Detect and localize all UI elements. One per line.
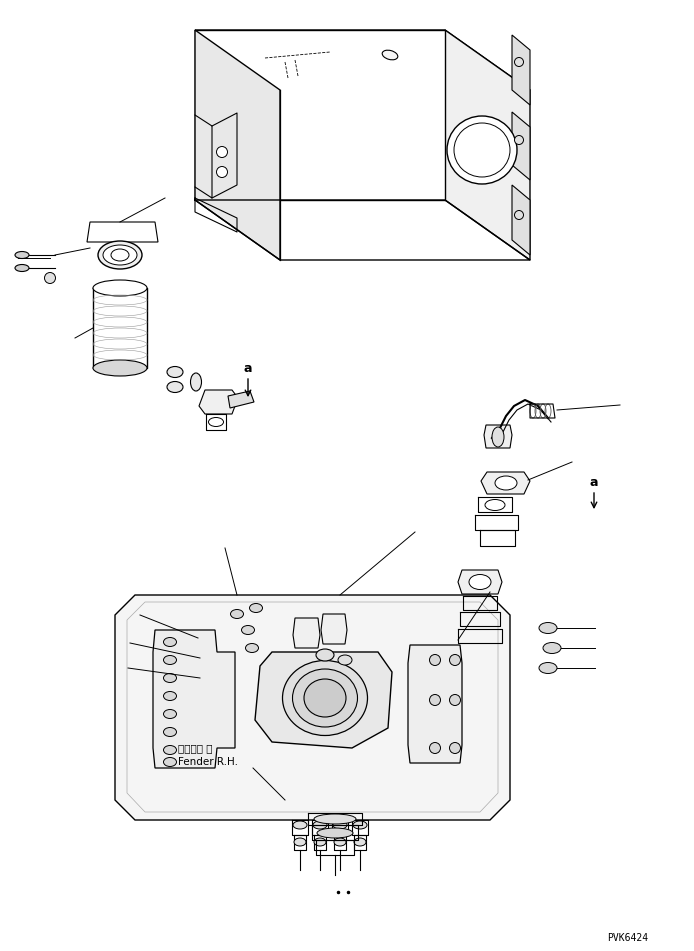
- Text: a: a: [244, 361, 252, 375]
- Polygon shape: [321, 614, 347, 644]
- Polygon shape: [115, 595, 510, 820]
- Ellipse shape: [313, 821, 327, 829]
- Polygon shape: [512, 35, 530, 105]
- Polygon shape: [228, 391, 254, 408]
- Ellipse shape: [382, 50, 398, 60]
- Ellipse shape: [495, 476, 517, 490]
- Ellipse shape: [485, 499, 505, 511]
- Ellipse shape: [164, 746, 176, 754]
- Ellipse shape: [492, 427, 504, 447]
- Ellipse shape: [164, 758, 176, 767]
- Polygon shape: [458, 570, 502, 594]
- Ellipse shape: [316, 649, 334, 661]
- Ellipse shape: [293, 821, 307, 829]
- Text: Fender R.H.: Fender R.H.: [178, 757, 238, 767]
- Polygon shape: [445, 30, 530, 260]
- Ellipse shape: [454, 123, 510, 177]
- Ellipse shape: [469, 574, 491, 590]
- Ellipse shape: [15, 264, 29, 271]
- Ellipse shape: [217, 166, 228, 178]
- Ellipse shape: [93, 280, 147, 296]
- Ellipse shape: [44, 273, 56, 283]
- Ellipse shape: [217, 146, 228, 158]
- Ellipse shape: [164, 709, 176, 719]
- Ellipse shape: [294, 838, 306, 846]
- Ellipse shape: [514, 135, 523, 145]
- Text: フェンダ 右: フェンダ 右: [178, 743, 212, 753]
- Ellipse shape: [338, 655, 352, 665]
- Polygon shape: [195, 30, 280, 260]
- Ellipse shape: [334, 838, 346, 846]
- Ellipse shape: [15, 251, 29, 259]
- Ellipse shape: [167, 381, 183, 393]
- Ellipse shape: [208, 417, 223, 426]
- Ellipse shape: [514, 57, 523, 67]
- Ellipse shape: [317, 828, 353, 838]
- Ellipse shape: [539, 663, 557, 673]
- Ellipse shape: [314, 838, 326, 846]
- Polygon shape: [484, 425, 512, 448]
- Polygon shape: [195, 30, 530, 90]
- Ellipse shape: [450, 694, 461, 706]
- Ellipse shape: [539, 623, 557, 633]
- Ellipse shape: [190, 373, 201, 391]
- Polygon shape: [512, 185, 530, 255]
- Ellipse shape: [246, 644, 258, 652]
- Ellipse shape: [450, 654, 461, 666]
- Ellipse shape: [543, 643, 561, 653]
- Polygon shape: [87, 222, 158, 242]
- Ellipse shape: [164, 728, 176, 736]
- Ellipse shape: [103, 245, 137, 265]
- Polygon shape: [153, 630, 235, 768]
- Ellipse shape: [292, 669, 357, 727]
- Ellipse shape: [354, 838, 366, 846]
- Polygon shape: [293, 618, 320, 648]
- Polygon shape: [512, 112, 530, 180]
- Ellipse shape: [230, 610, 244, 618]
- Ellipse shape: [167, 366, 183, 378]
- Ellipse shape: [430, 743, 441, 753]
- Ellipse shape: [514, 210, 523, 220]
- Ellipse shape: [430, 694, 441, 706]
- Polygon shape: [481, 472, 530, 494]
- Ellipse shape: [314, 814, 356, 824]
- Ellipse shape: [164, 637, 176, 647]
- Polygon shape: [195, 30, 445, 200]
- Polygon shape: [199, 390, 238, 414]
- Ellipse shape: [353, 821, 367, 829]
- Ellipse shape: [250, 604, 262, 612]
- Ellipse shape: [164, 691, 176, 701]
- Ellipse shape: [282, 661, 368, 735]
- Ellipse shape: [304, 679, 346, 717]
- Polygon shape: [408, 645, 462, 763]
- Ellipse shape: [164, 673, 176, 683]
- Ellipse shape: [242, 626, 255, 634]
- Ellipse shape: [450, 743, 461, 753]
- Ellipse shape: [430, 654, 441, 666]
- Text: a: a: [590, 476, 598, 490]
- Ellipse shape: [333, 821, 347, 829]
- Ellipse shape: [447, 116, 517, 184]
- Ellipse shape: [98, 241, 142, 269]
- Ellipse shape: [111, 249, 129, 261]
- Ellipse shape: [93, 360, 147, 376]
- Text: PVK6424: PVK6424: [607, 933, 648, 943]
- Ellipse shape: [164, 655, 176, 665]
- Polygon shape: [255, 652, 392, 748]
